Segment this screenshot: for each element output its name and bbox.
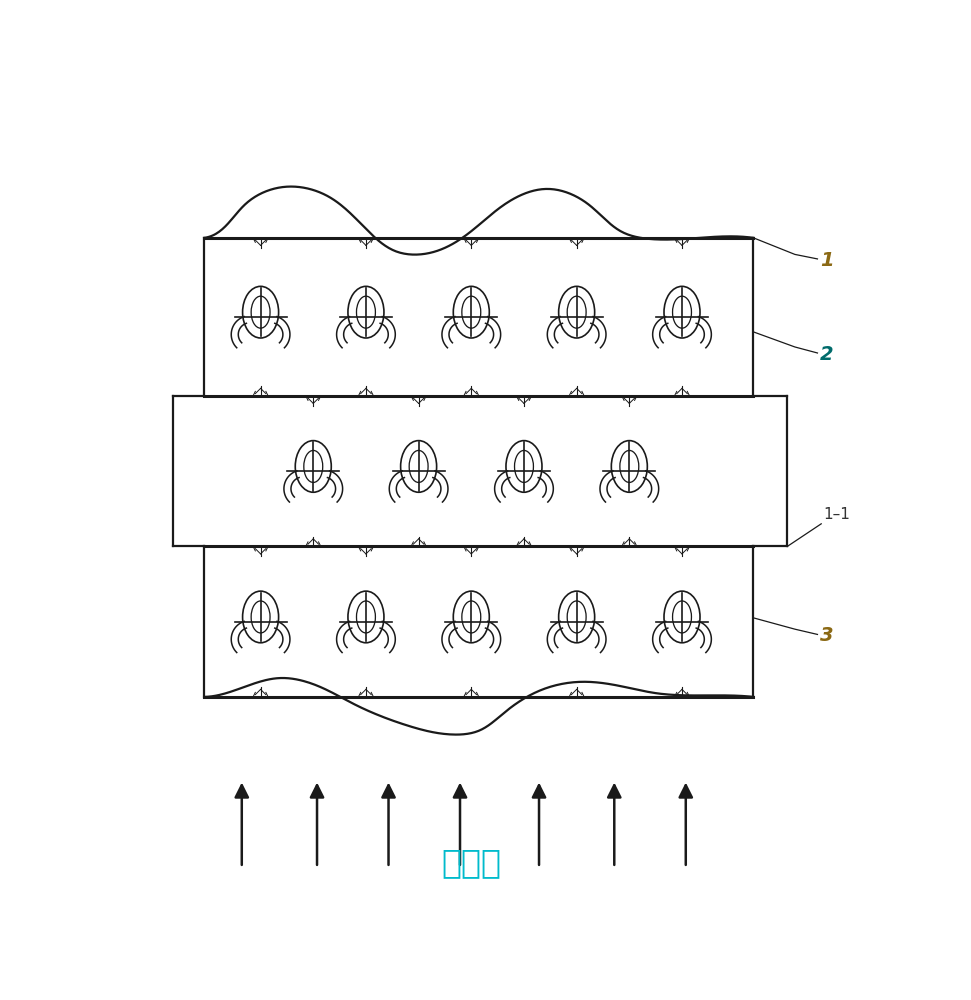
Text: 烟气流: 烟气流 [441,846,501,879]
Text: 1–1: 1–1 [823,507,851,522]
Text: 1: 1 [820,251,833,270]
Text: 2: 2 [820,345,833,364]
Text: 3: 3 [820,626,833,645]
